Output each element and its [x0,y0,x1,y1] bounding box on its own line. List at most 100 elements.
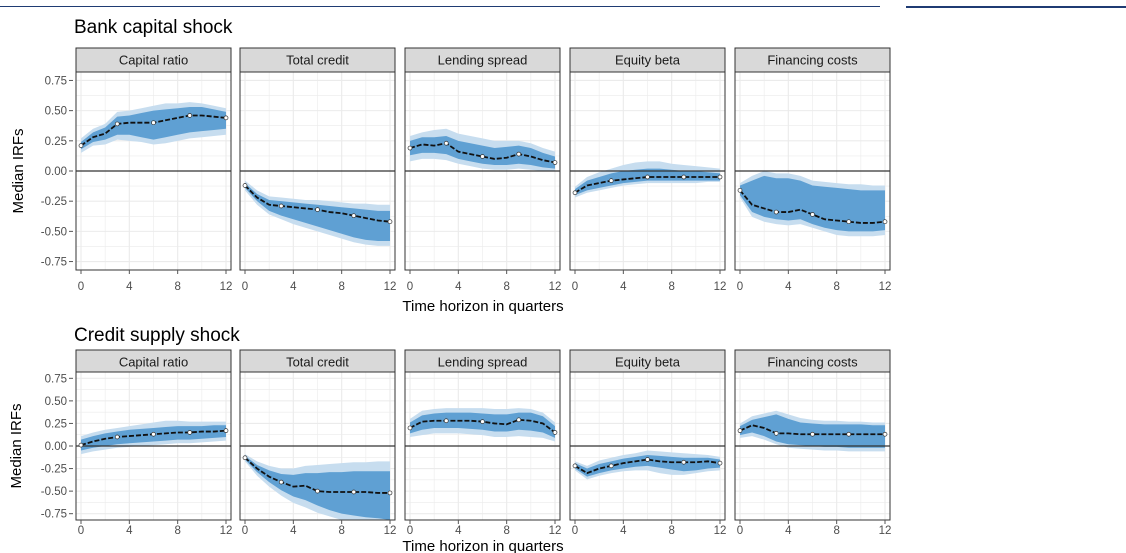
facet-panel: Total credit 0 4 8 12 [239,47,397,293]
facet-strip-label: Financing costs [767,53,858,68]
facet-panel: Equity beta 0 4 8 12 [569,47,727,293]
top-rule-right [906,6,1126,8]
x-tick-label: 4 [620,525,627,537]
facet-strip-label: Lending spread [438,355,528,370]
median-point [681,174,687,180]
shock-title: Bank capital shock [74,17,233,38]
y-tick-label: 0.25 [45,418,67,430]
x-tick-label: 12 [714,525,727,537]
x-tick-label: 4 [455,281,462,293]
confidence-band-68 [740,414,885,448]
confidence-band-68 [245,455,390,520]
median-point [242,183,248,188]
median-point [387,490,393,496]
x-tick-label: 12 [714,281,727,293]
x-tick-label: 4 [126,525,133,537]
median-point [572,190,578,196]
x-tick-label: 4 [455,525,462,537]
y-tick-label: -0.50 [41,226,67,238]
facet-strip-label: Capital ratio [119,53,188,68]
panel-border [239,71,396,271]
x-tick-label: 4 [290,281,297,293]
panel-border [734,371,891,521]
x-tick-label: 0 [572,525,578,537]
median-point [78,143,84,148]
facet-panel: Equity beta 0 4 8 12 [569,349,727,537]
median-point [114,434,120,440]
median-point [717,174,723,180]
median-point [552,430,558,435]
median-point [187,430,193,435]
x-tick-label: 4 [785,525,792,537]
y-tick-label: -0.25 [41,196,67,208]
x-tick-label: 0 [737,525,743,537]
median-point [608,463,614,469]
facet-panel: Lending spread 0 4 8 12 [404,349,562,537]
median-point [407,425,413,431]
median-point [516,417,522,423]
facet-strip [75,349,232,375]
top-rule-left [0,6,880,7]
confidence-band-68 [740,175,885,232]
median-point [387,219,393,225]
x-tick-label: 12 [879,281,892,293]
x-tick-label: 0 [572,281,578,293]
x-tick-label: 8 [668,525,674,537]
shock-title: Credit supply shock [74,325,240,346]
facet-strip [404,349,561,375]
y-tick-label: -0.75 [41,509,67,521]
panel-border [75,71,232,271]
median-point [645,174,650,180]
x-tick-label: 8 [338,525,344,537]
median-line [574,176,720,194]
facet-strip-label: Total credit [286,355,349,370]
x-tick-label: 0 [78,281,84,293]
facet-panel: Total credit 0 4 8 12 [239,349,396,537]
median-point [846,219,852,225]
bank-capital-shock-block: Bank capital shock Median IRFs 0.75 0.50 0.2… [10,17,891,315]
credit-supply-shock-block: Credit supply shock Median IRFs 0.75 0.50 0.… [8,325,891,553]
y-tick-label: 0.00 [45,166,67,178]
x-tick-label: 8 [503,281,509,293]
median-point [443,418,449,424]
median-point [773,209,779,215]
panel-border [404,71,561,271]
median-point [443,140,449,146]
y-tick-label: -0.50 [41,486,67,498]
median-point [737,187,743,193]
x-tick-label: 12 [549,281,562,293]
x-tick-label: 4 [126,281,133,293]
facet-strip [239,349,396,375]
median-point [278,479,284,485]
panel-border [734,71,891,271]
median-point [114,121,120,127]
y-tick-label: 0.00 [45,441,67,453]
median-point [608,178,614,184]
median-point [78,442,84,448]
x-tick-label: 12 [549,525,562,537]
x-tick-label: 8 [338,281,344,293]
x-tick-label: 8 [833,281,839,293]
y-tick-label: -0.25 [41,464,67,476]
panel-border [75,371,232,521]
y-tick-label: 0.75 [45,373,67,385]
median-point [552,160,558,165]
x-axis-title: Time horizon in quarters [402,538,563,553]
facet-panel: Capital ratio 0 4 8 12 [75,349,232,537]
panel-border [239,371,396,521]
facet-strip [734,349,891,375]
x-tick-label: 0 [407,281,413,293]
facet-strip-label: Capital ratio [119,355,188,370]
facet-strip-label: Lending spread [438,53,528,68]
x-tick-label: 12 [879,525,892,537]
x-tick-label: 8 [174,281,180,293]
median-point [737,428,743,434]
median-point [480,154,485,159]
x-tick-label: 12 [220,281,233,293]
median-point [278,203,284,209]
x-tick-label: 0 [407,525,413,537]
median-point [315,488,320,494]
x-tick-label: 0 [242,281,248,293]
x-tick-label: 12 [384,281,397,293]
median-point [315,207,320,212]
